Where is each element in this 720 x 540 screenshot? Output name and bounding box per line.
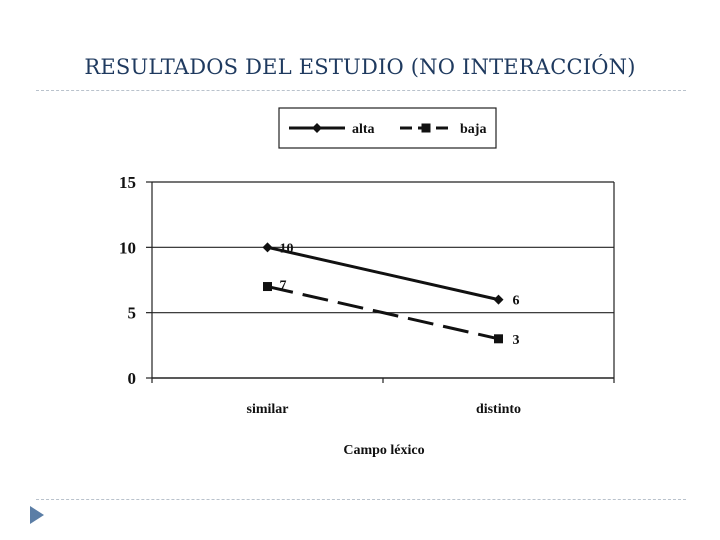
data-label: 7 — [280, 279, 287, 294]
x-tick-label: similar — [247, 402, 289, 417]
bottom-divider — [36, 499, 686, 500]
y-tick-label: 15 — [119, 173, 136, 192]
point-marker — [263, 282, 272, 292]
series-line-baja — [267, 285, 499, 341]
data-label: 3 — [513, 333, 520, 348]
x-tick-label: distinto — [476, 402, 521, 417]
data-label: 6 — [513, 294, 520, 309]
x-axis-label: Campo léxico — [343, 443, 424, 458]
slide-title: RESULTADOS DEL ESTUDIO (NO INTERACCIÓN) — [84, 55, 636, 79]
point-marker — [262, 242, 273, 253]
y-tick-label: 0 — [128, 369, 137, 388]
y-tick-label: 10 — [119, 238, 136, 257]
next-arrow-icon — [30, 506, 44, 524]
y-tick-label: 5 — [128, 304, 137, 323]
point-marker — [494, 334, 503, 344]
data-label: 10 — [280, 241, 294, 256]
legend-label: baja — [460, 122, 486, 137]
legend-marker — [312, 123, 322, 133]
legend-label: alta — [352, 122, 375, 137]
series-line-alta — [267, 245, 499, 302]
chart-legend: alta baja — [278, 107, 497, 149]
point-marker — [493, 294, 504, 305]
legend-marker — [421, 123, 431, 133]
top-divider — [36, 90, 686, 91]
